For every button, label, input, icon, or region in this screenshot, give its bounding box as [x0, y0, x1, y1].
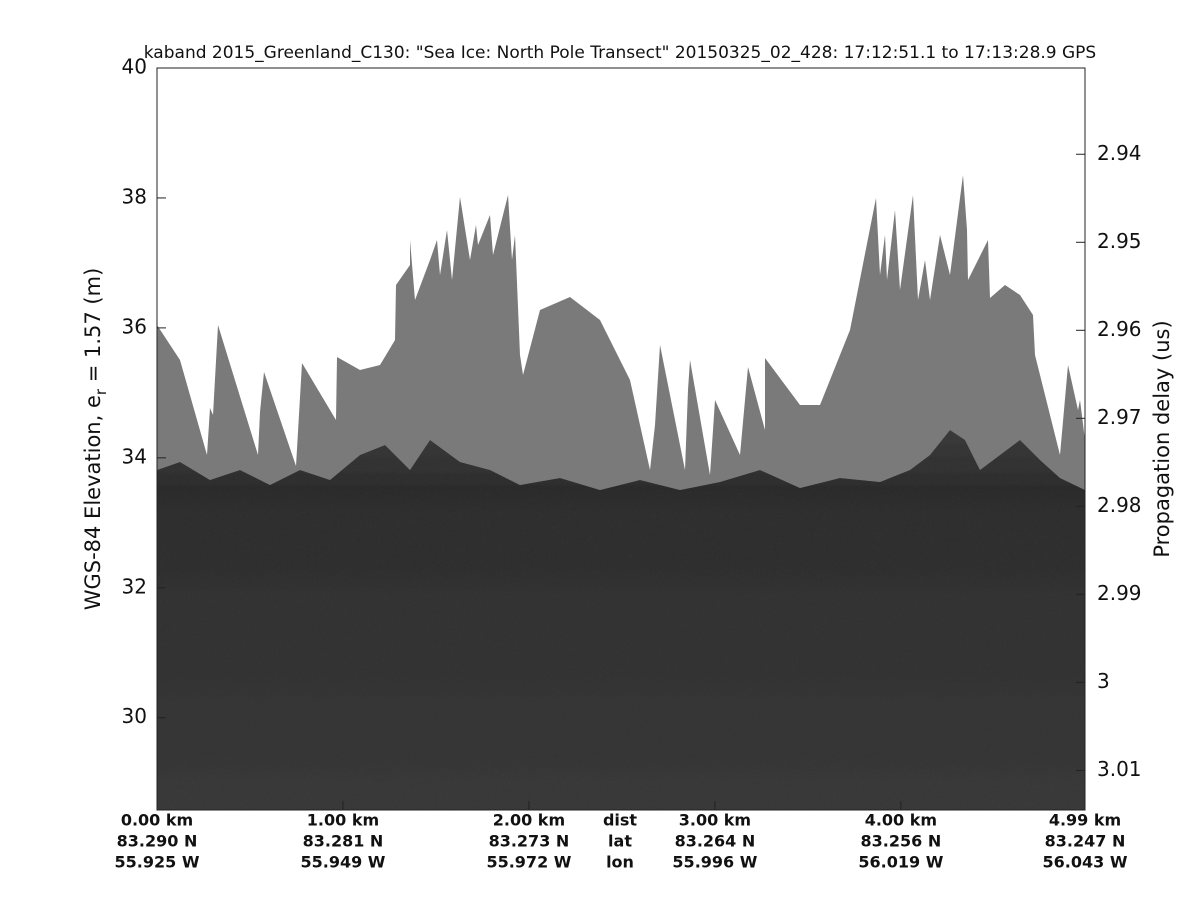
y-tick-label: 36	[122, 314, 147, 338]
y2-tick-label: 2.97	[1097, 405, 1142, 429]
x-tick-label: 4.99 km	[1049, 811, 1121, 830]
lon-label: 55.925 W	[115, 853, 200, 872]
y2-tick-label: 2.95	[1097, 229, 1142, 253]
lat-label: 83.290 N	[117, 832, 198, 851]
row-label: dist	[603, 811, 637, 830]
y-axis-label: WGS-84 Elevation, er = 1.57 (m)	[81, 268, 110, 611]
y2-tick-label: 2.98	[1097, 493, 1142, 517]
lat-label: 83.264 N	[675, 832, 756, 851]
y2-axis-label: Propagation delay (us)	[1150, 320, 1174, 557]
y-tick-label: 38	[122, 184, 147, 208]
row-label: lon	[606, 853, 634, 872]
echogram	[157, 175, 1085, 810]
x-tick-label: 1.00 km	[307, 811, 379, 830]
lon-label: 55.996 W	[672, 853, 757, 872]
lat-label: 83.281 N	[303, 832, 384, 851]
y2-tick-label: 3.01	[1097, 757, 1142, 781]
echogram-volume	[157, 430, 1085, 810]
lon-label: 56.043 W	[1043, 853, 1128, 872]
lon-label: 55.949 W	[300, 853, 385, 872]
y2-tick-label: 2.96	[1097, 317, 1142, 341]
lat-label: 83.256 N	[861, 832, 942, 851]
y-tick-label: 30	[122, 704, 147, 728]
y2-tick-label: 2.94	[1097, 141, 1142, 165]
lon-label: 56.019 W	[858, 853, 943, 872]
y-axis-label-sub: r	[92, 388, 110, 395]
x-tick-label: 3.00 km	[679, 811, 751, 830]
y-tick-label: 32	[122, 574, 147, 598]
chart-title: kaband 2015_Greenland_C130: "Sea Ice: No…	[144, 43, 1096, 63]
y-tick-label: 40	[122, 55, 147, 79]
lat-label: 83.273 N	[489, 832, 570, 851]
y-axis-label-rest: = 1.57 (m)	[81, 268, 105, 389]
x-tick-label: 2.00 km	[493, 811, 565, 830]
lon-label: 55.972 W	[486, 853, 571, 872]
row-label: lat	[608, 832, 632, 851]
lat-label: 83.247 N	[1045, 832, 1126, 851]
y-tick-label: 34	[122, 444, 147, 468]
y-axis-label-main: WGS-84 Elevation, e	[81, 395, 105, 610]
x-tick-label: 4.00 km	[865, 811, 937, 830]
y2-tick-label: 2.99	[1097, 581, 1142, 605]
plot-frame	[156, 67, 1086, 811]
y2-tick-label: 3	[1097, 669, 1110, 693]
x-tick-label: 0.00 km	[121, 811, 193, 830]
